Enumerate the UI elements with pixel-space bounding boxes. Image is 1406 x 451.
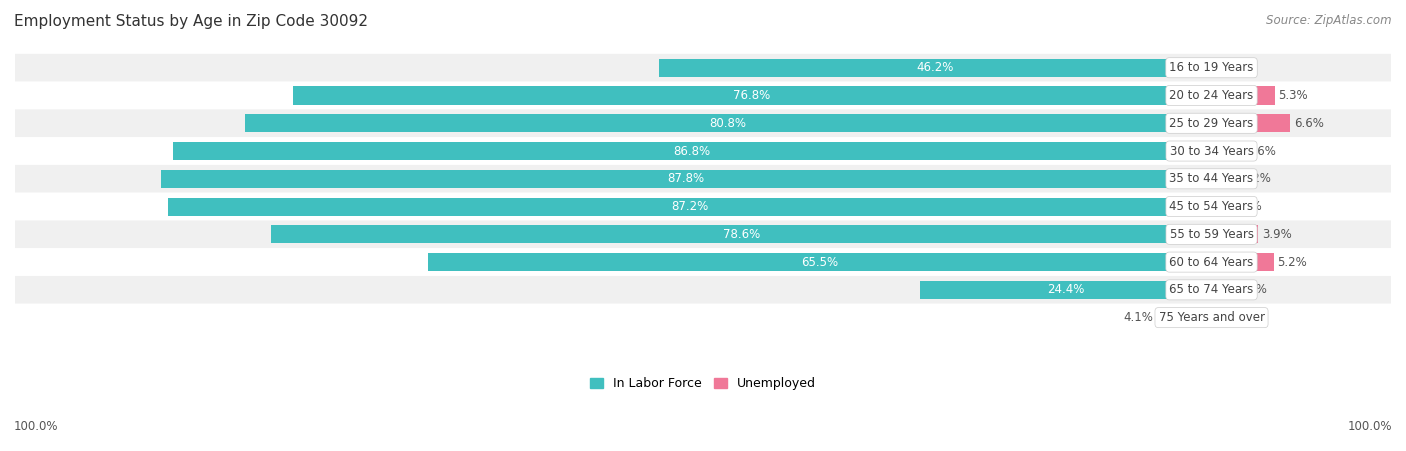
Text: 1.5%: 1.5%: [1233, 200, 1263, 213]
Bar: [1212, 170, 1237, 188]
Text: 60 to 64 Years: 60 to 64 Years: [1170, 256, 1254, 269]
Text: 80.8%: 80.8%: [710, 117, 747, 130]
Text: 76.8%: 76.8%: [734, 89, 770, 102]
Text: 100.0%: 100.0%: [1347, 420, 1392, 433]
FancyBboxPatch shape: [15, 137, 1391, 165]
Text: 65 to 74 Years: 65 to 74 Years: [1170, 283, 1254, 296]
FancyBboxPatch shape: [15, 110, 1391, 137]
Bar: [160, 170, 1212, 188]
Bar: [920, 281, 1212, 299]
Bar: [1212, 114, 1291, 132]
Bar: [292, 87, 1212, 105]
Text: 5.2%: 5.2%: [1277, 256, 1308, 269]
Text: 75 Years and over: 75 Years and over: [1159, 311, 1264, 324]
Bar: [169, 198, 1212, 216]
FancyBboxPatch shape: [15, 82, 1391, 110]
Text: 35 to 44 Years: 35 to 44 Years: [1170, 172, 1254, 185]
Bar: [1212, 198, 1229, 216]
Text: 25 to 29 Years: 25 to 29 Years: [1170, 117, 1254, 130]
Text: 45 to 54 Years: 45 to 54 Years: [1170, 200, 1254, 213]
Text: 2.2%: 2.2%: [1241, 172, 1271, 185]
Text: 30 to 34 Years: 30 to 34 Years: [1170, 144, 1254, 157]
FancyBboxPatch shape: [15, 54, 1391, 82]
FancyBboxPatch shape: [15, 304, 1391, 331]
Text: 87.2%: 87.2%: [671, 200, 709, 213]
Text: 65.5%: 65.5%: [801, 256, 838, 269]
Bar: [1212, 142, 1243, 160]
FancyBboxPatch shape: [15, 221, 1391, 248]
Bar: [659, 59, 1212, 77]
Legend: In Labor Force, Unemployed: In Labor Force, Unemployed: [591, 377, 815, 390]
FancyBboxPatch shape: [15, 165, 1391, 193]
Text: 4.1%: 4.1%: [1123, 311, 1153, 324]
Bar: [271, 226, 1212, 244]
Bar: [427, 253, 1212, 271]
Text: 24.4%: 24.4%: [1047, 283, 1084, 296]
Text: 5.3%: 5.3%: [1278, 89, 1308, 102]
Text: Employment Status by Age in Zip Code 30092: Employment Status by Age in Zip Code 300…: [14, 14, 368, 28]
FancyBboxPatch shape: [15, 276, 1391, 304]
Text: 20 to 24 Years: 20 to 24 Years: [1170, 89, 1254, 102]
Bar: [1212, 281, 1234, 299]
Text: 1.9%: 1.9%: [1237, 283, 1268, 296]
Text: 0.0%: 0.0%: [1215, 61, 1244, 74]
Text: 46.2%: 46.2%: [917, 61, 953, 74]
Text: 86.8%: 86.8%: [673, 144, 711, 157]
FancyBboxPatch shape: [15, 248, 1391, 276]
Text: 0.0%: 0.0%: [1215, 311, 1244, 324]
Text: 87.8%: 87.8%: [668, 172, 704, 185]
Bar: [173, 142, 1212, 160]
Text: 55 to 59 Years: 55 to 59 Years: [1170, 228, 1254, 241]
Bar: [1163, 308, 1212, 327]
Text: 3.9%: 3.9%: [1261, 228, 1292, 241]
Text: 16 to 19 Years: 16 to 19 Years: [1170, 61, 1254, 74]
FancyBboxPatch shape: [15, 193, 1391, 221]
Text: 2.6%: 2.6%: [1246, 144, 1277, 157]
Bar: [245, 114, 1212, 132]
Bar: [1212, 87, 1275, 105]
Bar: [1212, 253, 1274, 271]
Text: 100.0%: 100.0%: [14, 420, 59, 433]
Text: 6.6%: 6.6%: [1294, 117, 1324, 130]
Text: 78.6%: 78.6%: [723, 228, 759, 241]
Text: Source: ZipAtlas.com: Source: ZipAtlas.com: [1267, 14, 1392, 27]
Bar: [1212, 226, 1258, 244]
